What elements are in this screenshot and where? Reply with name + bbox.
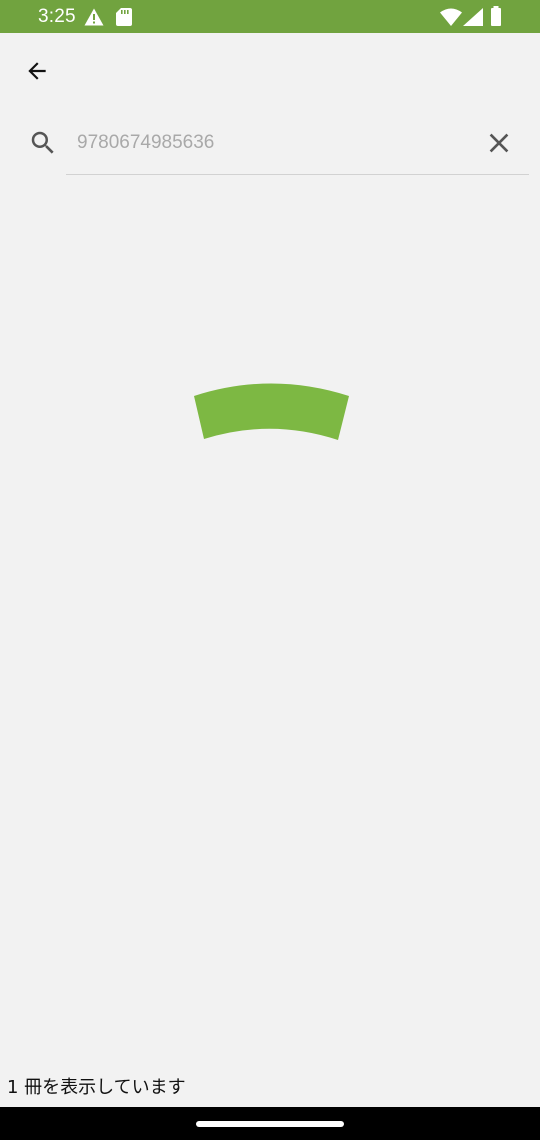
status-time: 3:25 — [38, 6, 76, 27]
wifi-icon — [440, 8, 462, 26]
progress-spinner-arc — [194, 383, 349, 440]
search-input[interactable] — [66, 118, 466, 168]
sd-card-icon — [116, 8, 132, 26]
search-underline — [66, 174, 529, 175]
progress-spinner — [194, 383, 349, 440]
battery-icon — [491, 6, 501, 26]
search-icon — [31, 131, 54, 154]
clear-search-button[interactable] — [478, 122, 520, 164]
close-icon — [489, 133, 509, 153]
warning-icon — [84, 8, 104, 26]
arrow-back-icon — [28, 62, 46, 80]
home-gesture-handle[interactable] — [196, 1121, 344, 1127]
back-button[interactable] — [14, 48, 60, 94]
cellular-signal-icon — [463, 8, 483, 26]
status-bar: 3:25 — [0, 0, 540, 33]
result-count-text: 1 冊を表示しています — [7, 1077, 186, 1098]
